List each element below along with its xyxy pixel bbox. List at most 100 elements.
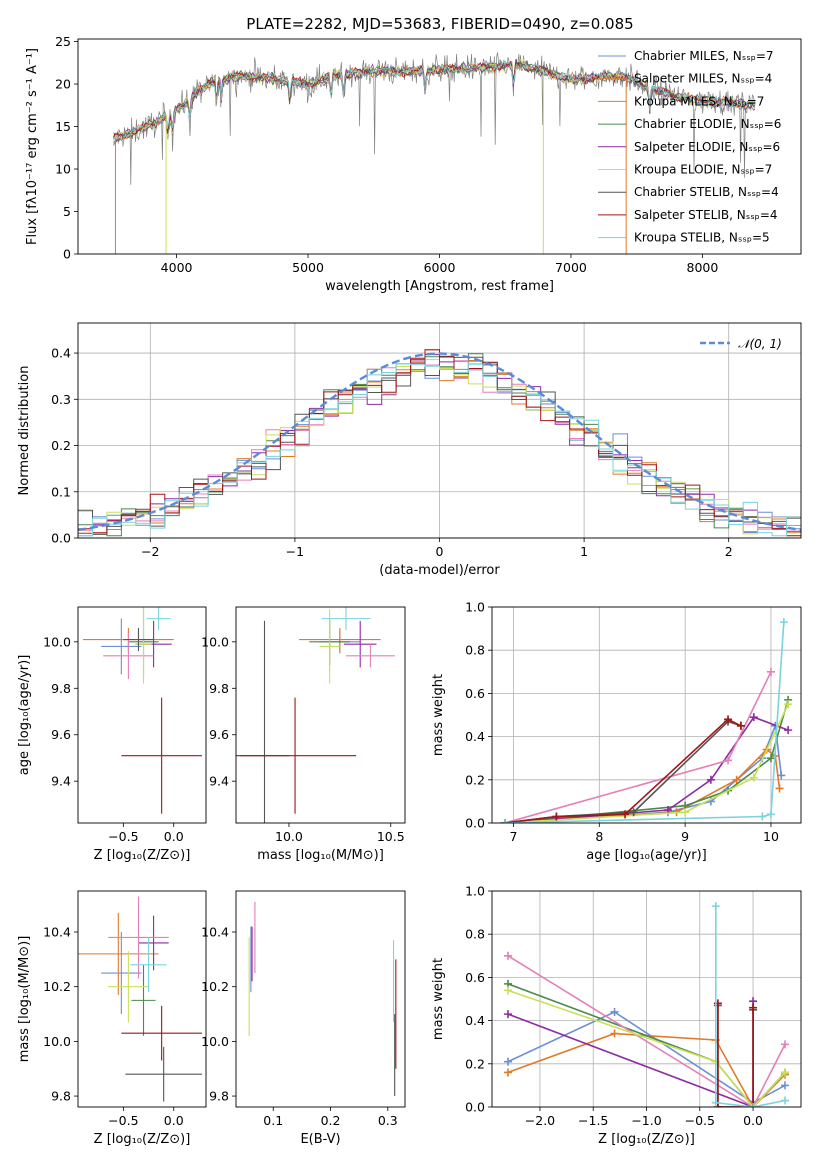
histogram-legend: 𝒩(0, 1) [700,337,782,351]
mass-vs-ebv-y-tick-label: 10.4 [201,925,229,940]
age-vs-mass-point [345,644,395,668]
mass-vs-z-point [130,937,167,993]
mass-weight-vs-z-point-marker [781,1081,790,1090]
mass-weight-vs-age-y-tick-label: 0.2 [465,772,485,787]
residual-histogram-x-tick-label: 1 [580,544,588,559]
mass-vs-z-frame [77,890,207,1108]
mass-weight-vs-age-series-line [504,699,789,823]
mass-weight-vs-age-point-marker [749,713,758,722]
mass-weight-vs-age-point-marker [500,819,509,823]
mass-weight-vs-age-grid [492,606,801,824]
mass-vs-z-panel: −0.5 0.0 9.8 10.0 10.2 10.4 Z [log₁₀(Z/Z⊙)] mas… [17,890,207,1147]
mass-vs-z-point [78,912,159,995]
mass-weight-vs-age-point-marker [749,773,758,782]
age-vs-z-y-axis-label: age [log₁₀(age/yr)] [17,655,32,776]
mass-weight-vs-age-point-marker [784,726,793,735]
mass-vs-z-x-tick-label: −0.5 [108,1113,138,1128]
mass-vs-ebv-panel: 0.1 0.2 0.3 9.8 10.0 10.2 10.4 E(B-V) [201,890,406,1147]
residual-histogram-x-tick-label: 2 [725,544,733,559]
spectrum-legend-label: Kroupa STELIB, Nₛₛₚ=5 [634,231,770,245]
mass-vs-z-plot-area [78,896,202,1102]
spectrum-legend-label: Kroupa ELODIE, Nₛₛₚ=7 [634,163,772,177]
residual-histogram-y-tick-label: 0.0 [51,531,71,546]
age-vs-z-y-tick-label: 10.0 [43,634,71,649]
mass-vs-ebv-x-tick-label: 0.3 [378,1113,398,1128]
mass-weight-vs-age-x-tick-label: 7 [509,829,517,844]
spectrum-y-tick-label: 0 [63,247,71,262]
mass-weight-vs-z-point-marker [781,1096,790,1105]
mass-weight-vs-age-series [500,715,745,823]
mass-weight-vs-z-frame [491,890,802,1108]
residual-histogram-y-tick-label: 0.4 [51,346,71,361]
mass-vs-ebv-y-tick-label: 10.2 [201,979,229,994]
mass-weight-vs-age-series-line [504,718,742,823]
mass-weight-vs-age-plot-area [500,618,793,823]
spectrum-x-tick-label: 7000 [555,260,587,275]
mass-vs-z-y-tick-label: 10.4 [43,925,71,940]
mass-vs-ebv-y-tick-label: 9.8 [209,1089,229,1104]
mass-weight-vs-age-series-line [504,725,783,823]
spectrum-legend-label: Chabrier ELODIE, Nₛₛₚ=6 [634,117,781,131]
spectrum-y-tick-label: 20 [55,77,71,92]
residual-histogram-y-axis-label: Normed distribution [17,366,32,496]
spectrum-legend-label: Kroupa MILES, Nₛₛₚ=7 [634,94,764,108]
age-vs-mass-point [321,607,371,631]
age-vs-mass-frame [235,606,406,824]
mass-weight-vs-age-point-marker [784,700,793,709]
mass-weight-vs-z-x-axis-label: Z [log₁₀(Z/Z⊙)] [598,1132,695,1147]
mass-vs-z-x-axis-label: Z [log₁₀(Z/Z⊙)] [94,1132,191,1147]
residual-histogram-y-tick-label: 0.1 [51,484,71,499]
mass-weight-vs-age-point-marker [706,775,715,784]
spectrum-frame [77,38,802,255]
mass-vs-z-point [101,932,142,1015]
spectrum-y-tick-label: 5 [63,204,71,219]
spectrum-legend-label: Chabrier STELIB, Nₛₛₚ=4 [634,185,779,199]
mass-weight-vs-z-series-line [507,955,786,1107]
age-vs-z-point [103,632,154,679]
mass-weight-vs-z-point-marker [503,986,512,995]
age-vs-z-point [123,627,154,652]
mass-vs-ebv-y-tick-label: 10.0 [201,1034,229,1049]
age-vs-mass-plot-area [236,607,395,823]
age-vs-mass-panel: 10.0 10.5 9.4 9.6 9.8 10.0 mass [log₁₀(M/M⊙)] [201,606,406,863]
mass-weight-vs-age-y-tick-label: 0.0 [465,816,485,831]
mass-weight-vs-z-point-marker [749,1103,758,1107]
mass-weight-vs-age-point-marker [779,618,788,627]
mass-weight-vs-age-y-tick-label: 0.4 [465,729,485,744]
mass-weight-vs-z-panel: −2.0 −1.5 −1.0 −0.5 0.0 0.0 0.2 0.4 0.6 0.8 1.0 Z [… [431,884,802,1147]
age-vs-mass-y-tick-label: 9.6 [209,727,229,742]
mass-weight-vs-z-y-tick-label: 1.0 [465,884,485,899]
mass-weight-vs-z-point-marker [781,1068,790,1077]
spectrum-panel: 4000 5000 6000 7000 8000 0 5 10 15 20 25 wavelength… [25,34,802,294]
residual-histogram-x-tick-label: −1 [286,544,304,559]
mass-weight-vs-age-x-tick-label: 10 [763,829,779,844]
mass-weight-vs-age-series [500,695,793,823]
mass-weight-vs-age-point-marker [681,808,690,817]
age-vs-z-plot-area [83,607,202,814]
mass-weight-vs-z-series [503,997,758,1107]
spectrum-x-axis-label: wavelength [Angstrom, rest frame] [325,279,554,294]
age-vs-z-point [101,618,142,675]
mass-weight-vs-age-y-tick-label: 0.6 [465,686,485,701]
age-vs-z-x-axis-label: Z [log₁₀(Z/Z⊙)] [94,848,191,863]
residual-histogram-y-tick-label: 0.2 [51,438,71,453]
mass-weight-vs-age-series-line [504,703,789,823]
age-vs-z-x-tick-label: −0.5 [108,829,138,844]
age-vs-z-frame [77,606,207,824]
histogram-step-line [78,363,801,537]
mass-vs-ebv-x-axis-label: E(B-V) [300,1132,340,1147]
mass-weight-vs-age-series-line [504,671,772,823]
mass-weight-vs-age-frame [491,606,802,824]
mass-vs-z-point [108,896,169,979]
mass-weight-vs-z-y-tick-label: 0.8 [465,927,485,942]
residual-histogram-panel: −2 −1 0 1 2 0.0 0.1 0.2 0.3 0.4 (data-model)/error… [17,322,802,578]
mass-weight-vs-age-panel: 7 8 9 10 0.0 0.2 0.4 0.6 0.8 1.0 age [log₁₀(age/yr… [431,600,802,863]
mass-vs-ebv-plot-area [248,901,397,1097]
age-vs-mass-point [236,697,357,814]
age-vs-mass-y-tick-label: 9.8 [209,681,229,696]
mass-vs-z-y-tick-label: 10.2 [43,979,71,994]
mass-weight-vs-z-point-marker [749,1003,758,1012]
mass-weight-vs-age-point-marker [766,810,775,819]
spectrum-legend: Chabrier MILES, Nₛₛₚ=7 Salpeter MILES, Nₛ… [598,49,781,245]
mass-weight-vs-z-x-tick-label: −2.0 [525,1113,555,1128]
